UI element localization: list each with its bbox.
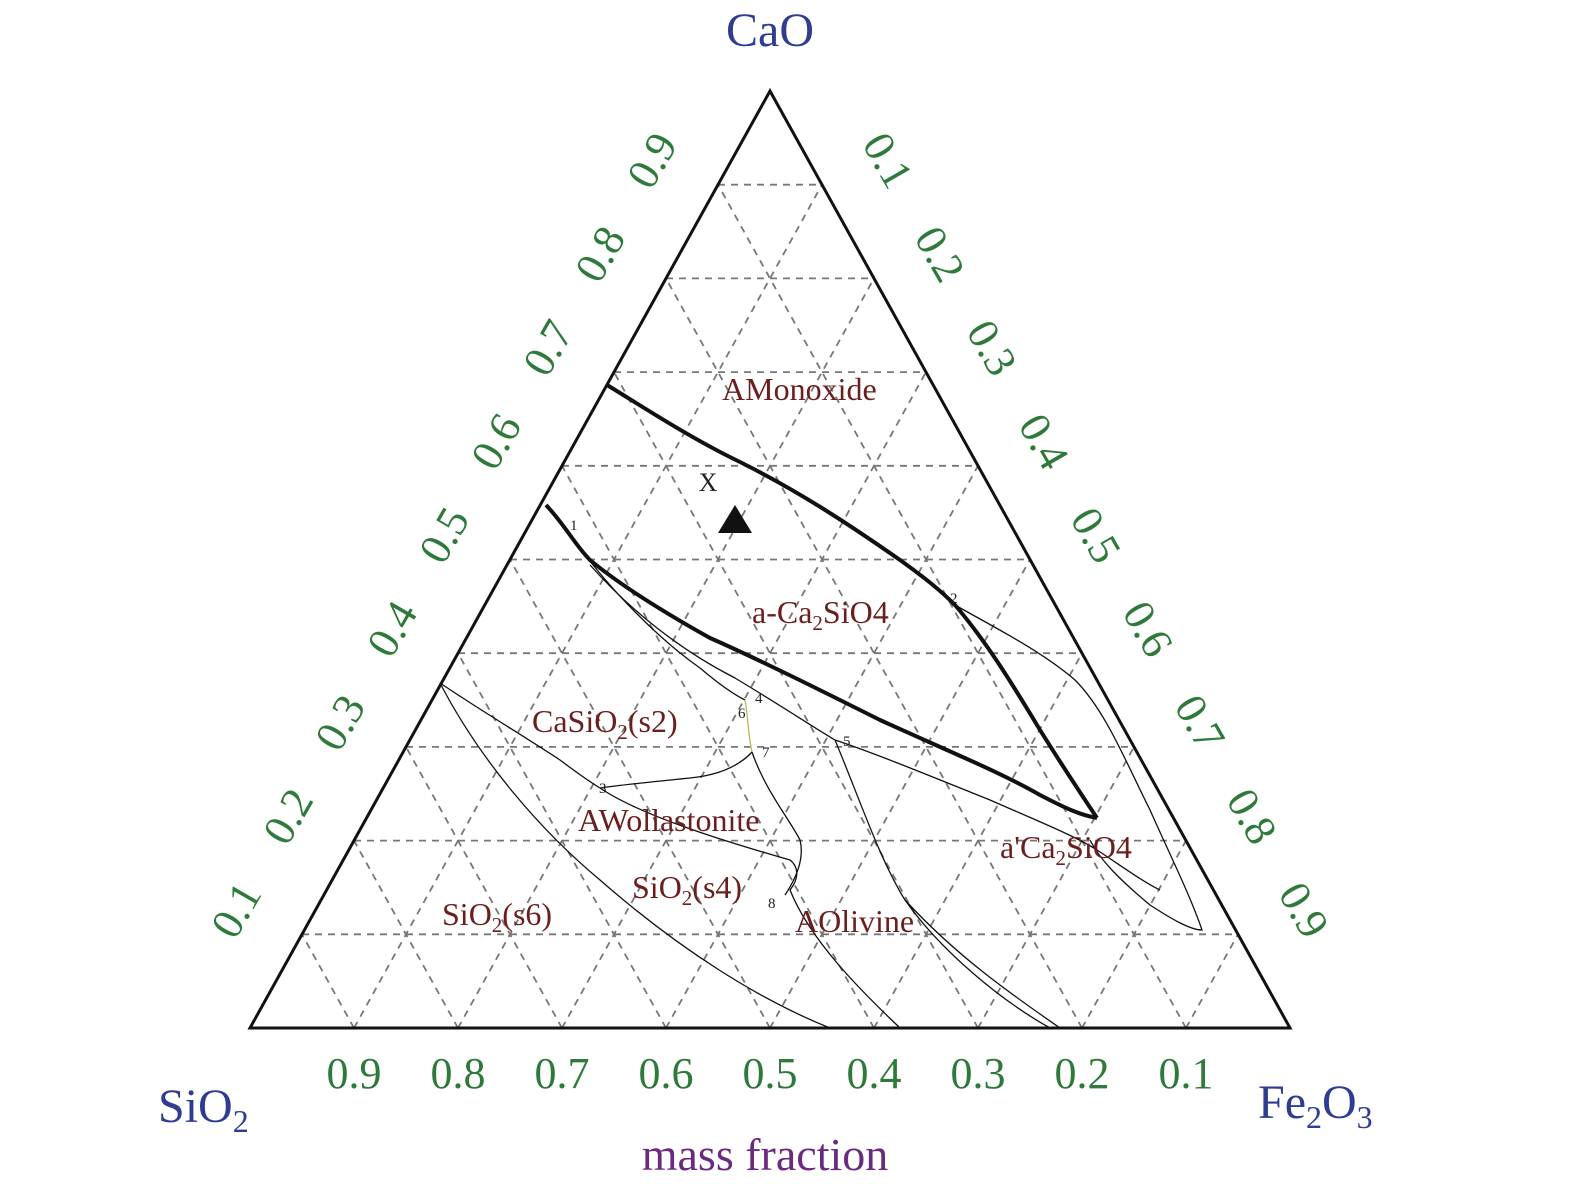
triangle-frame <box>247 87 1293 1030</box>
left-tick-label: 0.1 <box>201 874 271 946</box>
phase-label-sio2-s4: SiO2(s4) <box>632 869 742 910</box>
grid-line-fe2o3-3 <box>561 371 927 1029</box>
ca2sio4-lower-boundary-line <box>544 503 1098 820</box>
right-tick-label: 0.5 <box>1061 499 1131 571</box>
right-tick-label: 0.6 <box>1113 593 1183 665</box>
right-tick-labels: 0.1 0.2 0.3 0.4 0.5 0.6 0.7 0.8 0.9 <box>853 124 1339 946</box>
grid-line-sio2-5 <box>509 559 771 1029</box>
point-label-4: 4 <box>755 691 763 707</box>
point-label-8: 8 <box>768 896 776 912</box>
vertex-label-cao: CaO <box>726 4 814 57</box>
right-tick-label: 0.9 <box>1269 874 1339 946</box>
pt7-pt8-line <box>751 751 802 896</box>
left-tick-label: 0.6 <box>461 406 531 478</box>
ca2sio4-outer-boundary-line <box>954 604 1203 931</box>
grid-lines <box>301 183 1239 1029</box>
point-label-5: 5 <box>843 734 851 750</box>
vertex-label-sio2: SiO2 <box>158 1080 249 1139</box>
point-label-3: 3 <box>599 781 607 797</box>
left-tick-label: 0.4 <box>357 593 427 665</box>
wollastonite-boundary-line <box>577 544 746 701</box>
left-tick-label: 0.3 <box>305 687 375 759</box>
grid-line-sio2-7 <box>405 746 563 1029</box>
grid-line-fe2o3-7 <box>977 746 1135 1029</box>
bottom-tick-label: 0.1 <box>1159 1049 1214 1098</box>
axis-title: mass fraction <box>642 1129 889 1180</box>
bottom-tick-label: 0.6 <box>639 1049 694 1098</box>
bottom-tick-label: 0.3 <box>951 1049 1006 1098</box>
left-tick-label: 0.8 <box>565 218 635 290</box>
pt5-right-line <box>834 739 1161 891</box>
bottom-tick-label: 0.5 <box>743 1049 798 1098</box>
point-label-1: 1 <box>570 518 578 534</box>
bottom-tick-label: 0.4 <box>847 1049 902 1098</box>
grid-line-fe2o3-1 <box>353 184 823 1029</box>
right-tick-label: 0.3 <box>957 312 1027 384</box>
bottom-tick-label: 0.9 <box>327 1049 382 1098</box>
right-tick-label: 0.7 <box>1165 687 1235 759</box>
grid-line-sio2-9 <box>301 933 355 1029</box>
right-tick-label: 0.8 <box>1217 780 1287 852</box>
phase-label-monoxide: AMonoxide <box>722 371 877 407</box>
composition-marker-triangle <box>718 505 752 533</box>
phase-label-wollastonite: AWollastonite <box>578 802 760 838</box>
marker-label-x: X <box>699 468 718 497</box>
phase-label-a-ca2sio4: a-Ca2SiO4 <box>752 594 889 635</box>
bottom-tick-label: 0.7 <box>535 1049 590 1098</box>
left-tick-label: 0.7 <box>513 312 583 384</box>
pt4-pt7-line <box>744 699 753 753</box>
grid-line-sio2-6 <box>457 652 667 1029</box>
phase-label-casio2-s2: CaSiO2(s2) <box>532 703 678 744</box>
bottom-tick-labels: 0.9 0.8 0.7 0.6 0.5 0.4 0.3 0.2 0.1 <box>327 1049 1214 1098</box>
point-label-6: 6 <box>738 706 746 722</box>
pt7-pt3-line <box>599 751 753 789</box>
phase-label-sio2-s6: SiO2(s6) <box>442 896 552 937</box>
grid-line-sio2-3 <box>613 371 979 1029</box>
point-label-7: 7 <box>762 745 770 761</box>
bottom-tick-label: 0.8 <box>431 1049 486 1098</box>
vertex-label-fe2o3: Fe2O3 <box>1258 1076 1373 1135</box>
olivine-right-line <box>904 899 1061 1029</box>
grid-line-fe2o3-5 <box>769 559 1031 1029</box>
pt1-pt5-line <box>589 564 836 741</box>
grid-line-sio2-8 <box>353 840 459 1029</box>
right-tick-label: 0.2 <box>905 218 975 290</box>
sio2-s6-boundary-line <box>439 682 831 1029</box>
right-tick-label: 0.1 <box>853 124 923 196</box>
bottom-tick-label: 0.2 <box>1055 1049 1110 1098</box>
left-tick-label: 0.9 <box>617 124 687 196</box>
grid-line-sio2-1 <box>717 184 1187 1029</box>
left-tick-label: 0.5 <box>409 499 479 571</box>
phase-label-olivine: AOlivine <box>795 903 914 939</box>
point-label-2: 2 <box>950 591 958 607</box>
grid-line-fe2o3-8 <box>1081 840 1187 1029</box>
monoxide-boundary-line <box>605 383 1099 820</box>
pt3-left-line <box>439 682 601 789</box>
left-tick-label: 0.2 <box>253 780 323 852</box>
right-tick-label: 0.4 <box>1009 406 1079 478</box>
grid-line-fe2o3-9 <box>1185 933 1239 1029</box>
phase-label-a2-ca2sio4: a'Ca2SiO4 <box>1000 829 1132 870</box>
grid-line-fe2o3-6 <box>873 652 1083 1029</box>
